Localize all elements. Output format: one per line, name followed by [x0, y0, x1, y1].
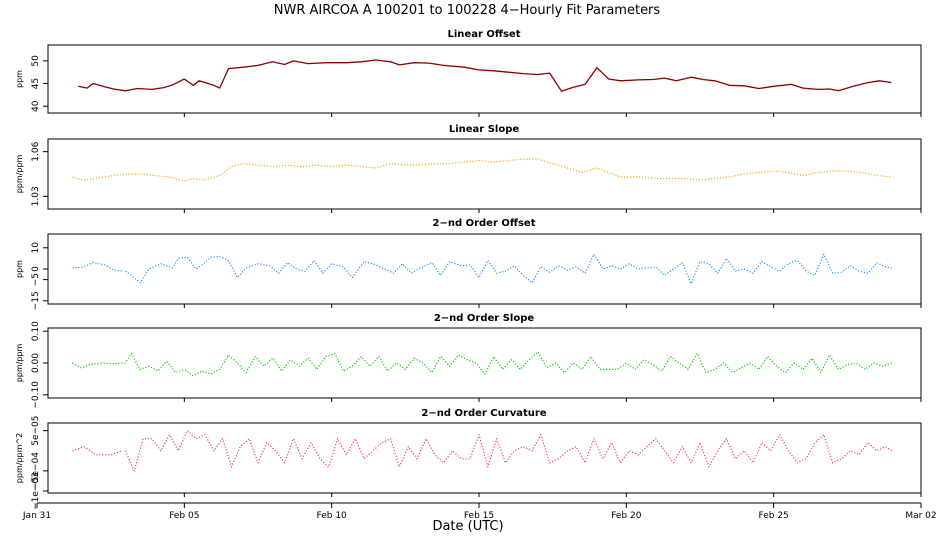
y-tick-label: 10	[31, 242, 41, 254]
panel-title: Linear Slope	[449, 124, 520, 135]
panel-title: 2−nd Order Slope	[434, 313, 535, 324]
y-tick-label: 50	[31, 55, 41, 67]
panel-title: 2−nd Order Curvature	[421, 408, 546, 419]
series-line	[72, 351, 892, 377]
panel-title: Linear Offset	[448, 29, 521, 40]
x-tick-marks	[183, 113, 922, 117]
series-line	[72, 158, 892, 182]
series-second-order-slope	[72, 351, 892, 377]
x-tick-label: Feb 15	[464, 511, 494, 521]
x-axis: Jan 31 Feb 05 Feb 10 Feb 15 Feb 20 Feb 25 Mar …	[22, 502, 936, 521]
panel-title: 2−nd Order Offset	[433, 218, 536, 229]
y-tick-label: 0.00	[31, 353, 41, 373]
y-tick-label: 0.10	[31, 321, 41, 341]
panel-frame	[47, 422, 922, 494]
panel-frame	[47, 233, 922, 305]
x-tick-marks	[183, 493, 922, 497]
x-tick-label: Mar 02	[905, 511, 936, 521]
y-axis-label: ppm/ppm	[15, 343, 24, 382]
x-tick-label: Jan 31	[22, 511, 51, 521]
y-tick-label: 1.06	[31, 141, 41, 161]
series-line	[72, 253, 892, 285]
panel-second-order-curvature: 2−nd Order Curvature ppm/ppm^2 −1e−03−5e…	[15, 408, 922, 510]
y-axis-label: ppm	[15, 70, 24, 88]
x-tick-label: Feb 10	[317, 511, 348, 521]
panel-frame	[47, 327, 922, 399]
series-second-order-curvature	[124, 430, 892, 472]
y-ticks: 1.03 1.06	[31, 141, 48, 206]
x-tick-marks	[183, 304, 922, 308]
series-second-order-offset	[125, 253, 892, 285]
y-tick-label: 45	[31, 78, 41, 89]
series-linear-offset	[78, 59, 892, 92]
y-ticks: −1e−03−5e−04 5e−05	[31, 416, 48, 510]
y-tick-label: −1e−03	[31, 472, 41, 510]
x-tick-label: Feb 05	[169, 511, 199, 521]
y-tick-label: 1.03	[31, 186, 41, 206]
panel-second-order-offset: 2−nd Order Offset ppm −15 −50 10	[15, 218, 922, 310]
y-ticks: −0.10 0.00 0.10	[31, 321, 48, 409]
series-linear-slope	[72, 158, 892, 182]
y-tick-label: −15	[31, 291, 41, 310]
y-tick-label: −5	[31, 273, 41, 286]
y-ticks: 40 45 50	[31, 55, 48, 112]
panel-frame	[47, 138, 922, 210]
series-second-order-offset	[72, 262, 123, 272]
panel-linear-offset: Linear Offset ppm 40 45 50	[15, 29, 922, 117]
y-tick-label: 40	[31, 100, 41, 112]
y-axis-label: ppm/ppm^2	[15, 433, 24, 483]
x-tick-label: Feb 20	[611, 511, 642, 521]
y-tick-label: 0	[31, 266, 41, 272]
y-ticks: −15 −50 10	[31, 242, 48, 310]
panel-frame	[47, 44, 922, 114]
series-second-order-curvature	[72, 446, 123, 456]
panel-second-order-slope: 2−nd Order Slope ppm/ppm −0.10 0.00 0.10	[15, 313, 922, 409]
y-tick-label: −5e−04	[31, 452, 41, 490]
y-tick-label: 5e−05	[31, 416, 41, 446]
y-axis-label: ppm/ppm	[15, 154, 24, 193]
chart-title: NWR AIRCOA A 100201 to 100228 4−Hourly F…	[274, 3, 661, 18]
panel-linear-slope: Linear Slope ppm/ppm 1.03 1.06	[15, 124, 922, 213]
x-axis-label: Date (UTC)	[432, 519, 503, 534]
series-line	[78, 59, 892, 92]
y-axis-label: ppm	[15, 260, 24, 278]
series-line	[72, 430, 892, 472]
x-tick-label: Feb 25	[759, 511, 789, 521]
y-tick-label: −0.10	[31, 381, 41, 409]
x-tick-marks	[183, 209, 922, 213]
x-tick-marks	[183, 398, 922, 402]
